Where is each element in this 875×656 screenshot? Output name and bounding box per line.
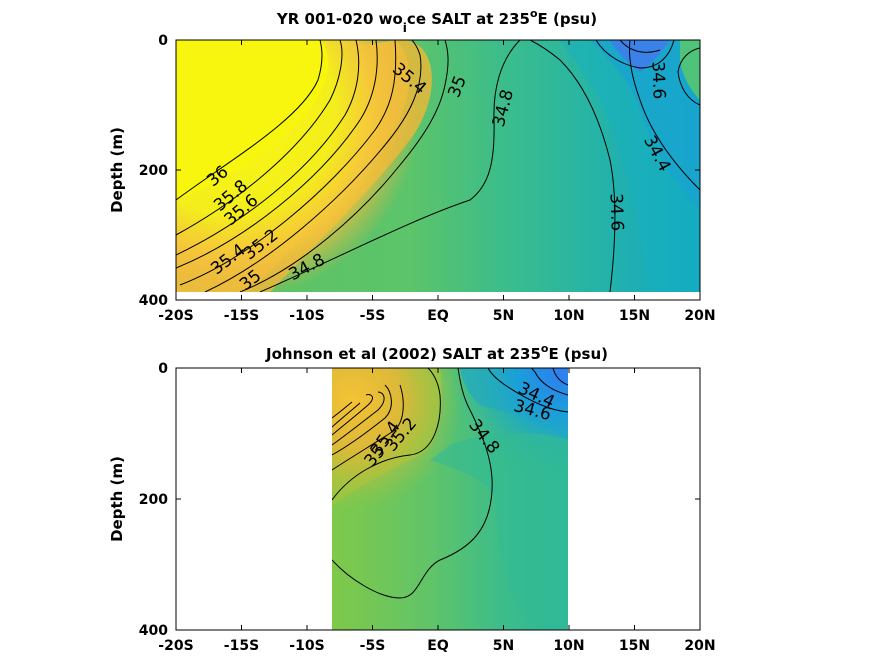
top-x-tick-label: EQ (427, 308, 449, 324)
bottom-axis-ticks: -20S -15S -10S -5S EQ 5N 10N 15N 20N 0 200 400 (139, 361, 716, 654)
top-x-tick-label: 15N (619, 308, 650, 324)
top-panel: YR 001-020 woice SALT at 235oE (psu) (108, 7, 716, 324)
bottom-x-tick-label: -10S (289, 638, 324, 654)
bottom-x-tick-label: -20S (158, 638, 193, 654)
bottom-x-tick-label: 5N (493, 638, 514, 654)
top-axis-ticks: -20S -15S -10S -5S EQ 5N 10N 15N 20N 0 200 400 (139, 33, 716, 324)
bottom-panel: Johnson et al (2002) SALT at 235oE (psu)… (108, 342, 716, 654)
top-contour-label: 34.6 (606, 193, 627, 232)
top-x-tick-label: -5S (360, 308, 386, 324)
top-x-tick-label: 10N (553, 308, 584, 324)
bottom-ylabel: Depth (m) (108, 456, 126, 542)
bottom-y-tick-label: 0 (158, 361, 168, 377)
bottom-x-tick-label: -5S (360, 638, 386, 654)
bottom-salinity-field (332, 368, 568, 630)
top-salinity-field (176, 40, 700, 292)
top-x-tick-label: -20S (158, 308, 193, 324)
bottom-y-tick-label: 200 (139, 492, 168, 508)
bottom-title: Johnson et al (2002) SALT at 235oE (psu) (265, 342, 608, 363)
bottom-x-tick-label: 10N (553, 638, 584, 654)
top-title: YR 001-020 woice SALT at 235oE (psu) (276, 7, 597, 35)
top-y-tick-label: 400 (139, 293, 168, 309)
top-y-tick-label: 0 (158, 33, 168, 49)
top-x-tick-label: -15S (224, 308, 259, 324)
bottom-x-tick-label: -15S (224, 638, 259, 654)
bottom-x-tick-label: 15N (619, 638, 650, 654)
top-y-tick-label: 200 (139, 163, 168, 179)
top-contour-label: 34.6 (647, 61, 668, 100)
top-ylabel: Depth (m) (108, 127, 126, 213)
bottom-x-tick-label: EQ (427, 638, 449, 654)
top-x-tick-label: 5N (493, 308, 514, 324)
top-x-tick-label: 20N (684, 308, 715, 324)
bottom-x-tick-label: 20N (684, 638, 715, 654)
top-x-tick-label: -10S (289, 308, 324, 324)
bottom-y-tick-label: 400 (139, 623, 168, 639)
